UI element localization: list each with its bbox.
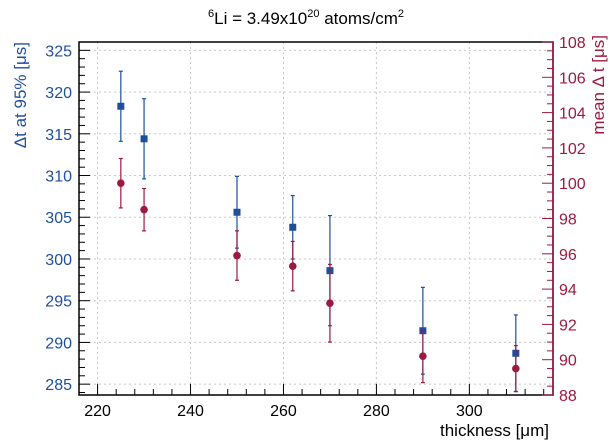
x-tick-label: 300 [456, 403, 483, 420]
data-point-right [512, 364, 520, 373]
grid-layer [79, 42, 553, 395]
y-axis-right-label: mean Δ t [μs] [589, 35, 608, 135]
y-right-tick-label: 94 [559, 282, 577, 299]
y-left-tick-label: 315 [45, 127, 72, 144]
y-right-tick-label: 106 [559, 70, 586, 87]
y-axis-left-label: Δt at 95% [μs] [11, 42, 30, 148]
axis-layer: 220 240 260 280 300 285 290 295 300 305 310 315 320 3… [45, 35, 586, 420]
data-point-right [419, 352, 427, 360]
data-point-left [117, 102, 125, 110]
series-layer [117, 70, 520, 393]
title-main: Li = 3.49x10 [214, 9, 307, 28]
x-tick-label: 260 [270, 403, 297, 420]
y-left-tick-label: 310 [45, 169, 72, 186]
y-left-tick-label: 320 [45, 85, 72, 102]
y-right-tick-label: 108 [559, 35, 586, 52]
data-point-right [140, 205, 148, 214]
y-left-tick-label: 290 [45, 335, 72, 352]
y-right-tick-label: 100 [559, 176, 586, 193]
y-right-tick-label: 98 [559, 212, 577, 229]
title-unit-exponent: 2 [398, 8, 404, 20]
data-point-right [117, 179, 125, 187]
y-right-tick-label: 104 [559, 106, 586, 123]
y-left-tick-label: 285 [45, 377, 72, 394]
y-right-tick-label: 92 [559, 317, 577, 334]
y-left-tick-label: 305 [45, 210, 72, 227]
y-right-tick-label: 88 [559, 388, 577, 405]
y-left-tick-label: 325 [45, 43, 72, 60]
data-point-right [288, 262, 297, 270]
x-tick-label: 240 [177, 403, 204, 420]
data-point-right [326, 299, 334, 308]
y-right-tick-label: 96 [559, 247, 577, 264]
data-point-left [289, 223, 297, 231]
data-point-right [233, 251, 241, 260]
data-point-left [140, 135, 148, 143]
title-unit: atoms/cm [319, 9, 397, 28]
data-point-left [233, 208, 241, 216]
x-tick-label: 280 [363, 403, 390, 420]
y-left-tick-label: 295 [45, 294, 72, 311]
y-right-tick-label: 90 [559, 353, 577, 370]
title-exponent: 20 [307, 8, 319, 20]
x-tick-label: 220 [84, 403, 111, 420]
chart-title: 6Li = 3.49x1020 atoms/cm2 [208, 8, 404, 28]
y-right-tick-label: 102 [559, 141, 586, 158]
title-isotope-mass: 6 [208, 8, 214, 20]
y-left-tick-label: 300 [45, 252, 72, 269]
x-axis-label: thickness [μm] [440, 421, 549, 440]
